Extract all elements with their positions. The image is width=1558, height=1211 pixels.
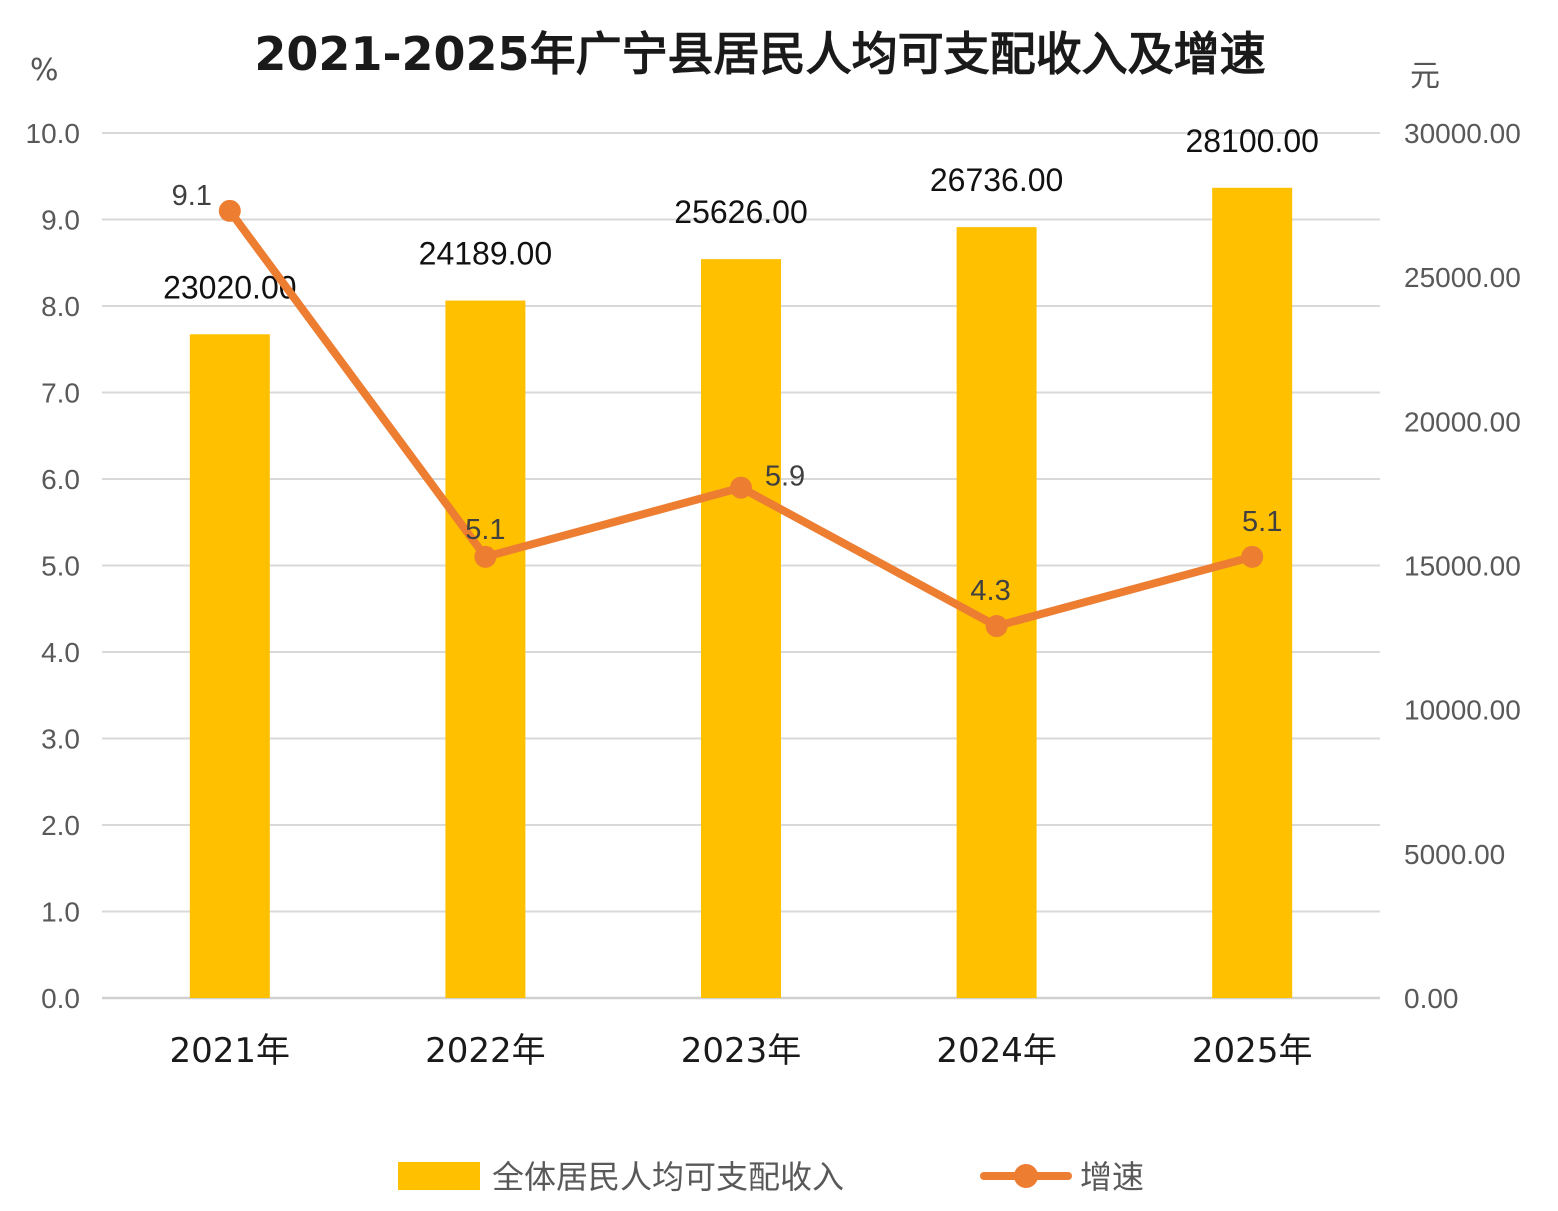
right-axis-unit: 元 [1410, 59, 1440, 94]
right-tick-label: 25000.00 [1404, 262, 1521, 293]
growth-point-label: 4.3 [970, 575, 1010, 607]
category-label: 2021年 [170, 1031, 291, 1071]
income-bar-label: 25626.00 [674, 194, 807, 230]
left-axis-ticks: 0.0 1.0 2.0 3.0 4.0 5.0 6.0 7.0 8.0 9.0 10.0 [26, 118, 81, 1014]
left-tick-label: 10.0 [26, 118, 81, 149]
growth-point-label: 5.9 [765, 461, 805, 493]
income-bar-label: 24189.00 [419, 236, 552, 272]
legend-bar-label: 全体居民人均可支配收入 [492, 1158, 844, 1196]
left-tick-label: 2.0 [41, 810, 80, 841]
category-labels: 2021年 2022年 2023年 2024年 2025年 [170, 1031, 1313, 1071]
left-tick-label: 0.0 [41, 983, 80, 1014]
income-bar-label: 28100.00 [1185, 123, 1318, 159]
income-bar-label: 26736.00 [930, 162, 1063, 198]
left-tick-label: 1.0 [41, 897, 80, 928]
right-axis-ticks: 0.00 5000.00 10000.00 15000.00 20000.00 25000… [1404, 118, 1521, 1014]
legend-line-label: 增速 [1080, 1158, 1144, 1196]
left-tick-label: 7.0 [41, 378, 80, 409]
chart-title: 2021-2025年广宁县居民人均可支配收入及增速 [254, 27, 1265, 81]
growth-point-label: 5.1 [1242, 506, 1282, 538]
growth-point [1241, 545, 1264, 568]
right-tick-label: 5000.00 [1404, 839, 1505, 870]
legend-bar-swatch [398, 1162, 480, 1190]
right-tick-label: 0.00 [1404, 983, 1459, 1014]
growth-point [730, 476, 752, 499]
income-bar [445, 300, 526, 998]
left-tick-label: 5.0 [41, 551, 80, 582]
legend-line-marker [1014, 1164, 1038, 1188]
growth-point-label: 9.1 [172, 180, 212, 212]
income-bar [1212, 187, 1293, 999]
income-bars [189, 187, 1293, 999]
left-tick-label: 6.0 [41, 464, 80, 495]
category-label: 2024年 [936, 1031, 1057, 1071]
category-label: 2022年 [425, 1031, 546, 1071]
category-label: 2025年 [1192, 1031, 1313, 1071]
left-tick-label: 4.0 [41, 637, 80, 668]
income-bar [189, 334, 270, 998]
category-label: 2023年 [681, 1031, 802, 1071]
right-tick-label: 20000.00 [1404, 406, 1521, 437]
left-tick-label: 9.0 [41, 205, 80, 236]
left-axis-unit: % [30, 53, 59, 88]
right-tick-label: 15000.00 [1404, 551, 1521, 582]
growth-point [218, 199, 241, 222]
income-bar [701, 259, 781, 998]
growth-line: 9.1 5.1 5.9 4.3 5.1 [172, 180, 1282, 638]
right-tick-label: 30000.00 [1404, 118, 1521, 149]
growth-point-label: 5.1 [465, 514, 505, 546]
legend: 全体居民人均可支配收入 增速 [398, 1158, 1144, 1196]
left-tick-label: 8.0 [41, 291, 80, 322]
left-tick-label: 3.0 [41, 724, 80, 755]
growth-point [474, 545, 497, 568]
growth-point [985, 615, 1008, 638]
right-tick-label: 10000.00 [1404, 695, 1521, 726]
